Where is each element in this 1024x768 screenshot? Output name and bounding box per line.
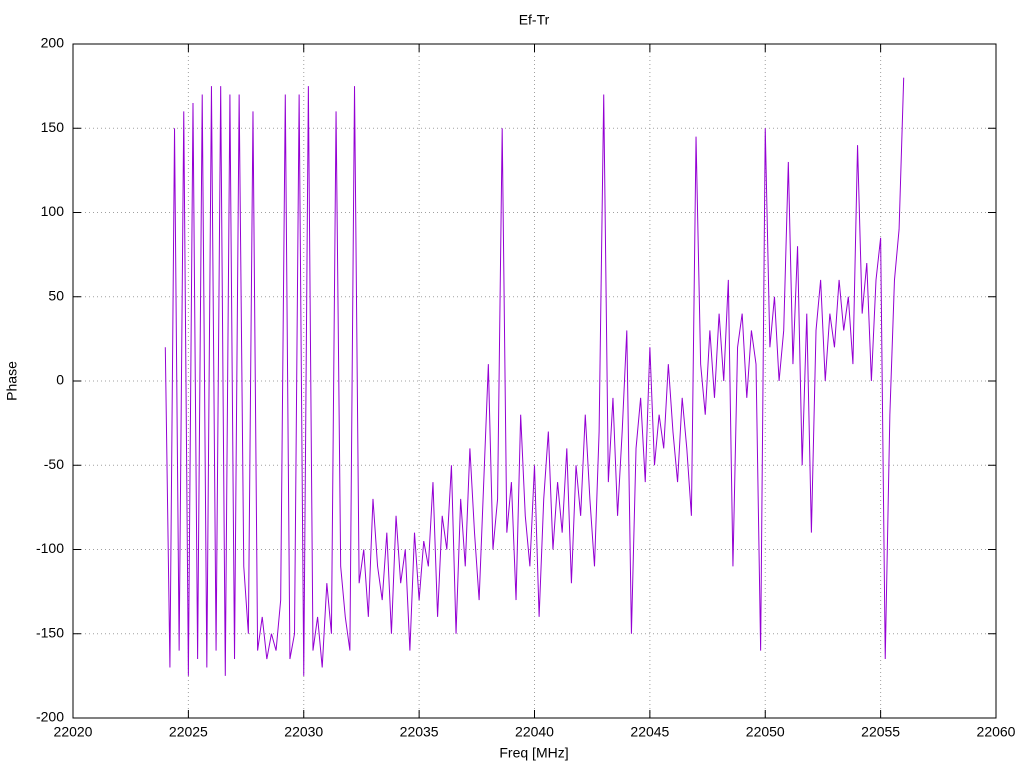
y-tick-label: -100 — [36, 540, 64, 556]
x-tick-label: 22050 — [746, 724, 785, 740]
data-line — [164, 77, 905, 676]
y-tick-label: -50 — [44, 456, 64, 472]
x-tick-label: 22025 — [169, 724, 208, 740]
y-tick-label: 150 — [41, 119, 65, 135]
x-tick-label: 22045 — [630, 724, 669, 740]
y-tick-label: 0 — [56, 372, 64, 388]
y-tick-label: 50 — [48, 287, 64, 303]
y-tick-label: -150 — [36, 624, 64, 640]
x-tick-label: 22030 — [284, 724, 323, 740]
plot-border — [72, 43, 997, 719]
chart-title: Ef-Tr — [519, 12, 550, 28]
x-axis-label: Freq [MHz] — [499, 745, 568, 761]
x-tick-label: 22055 — [861, 724, 900, 740]
x-tick-label: 22035 — [400, 724, 439, 740]
y-tick-label: -200 — [36, 709, 64, 725]
y-tick-label: 200 — [41, 35, 65, 51]
y-axis-label: Phase — [4, 361, 20, 401]
x-tick-label: 22040 — [515, 724, 554, 740]
y-tick-label: 100 — [41, 203, 65, 219]
x-tick-label: 22060 — [977, 724, 1016, 740]
x-tick-label: 22020 — [54, 724, 93, 740]
